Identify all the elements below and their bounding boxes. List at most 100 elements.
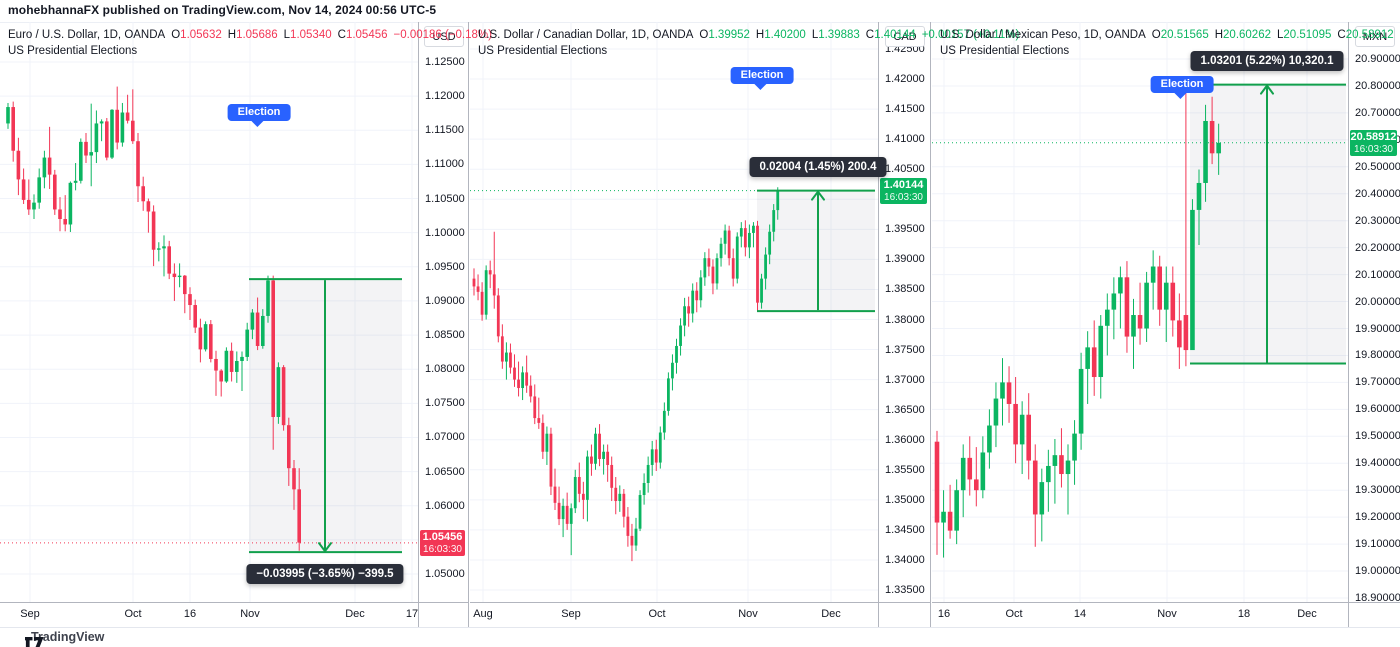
time-tick: 16 (937, 608, 951, 620)
price-tick: 1.39000 (885, 253, 925, 266)
time-tick: Dec (345, 608, 365, 620)
ohlc-letter: C (865, 29, 875, 41)
chart-legend: Euro / U.S. Dollar, 1D, OANDA O1.05632 H1.… (8, 26, 492, 59)
time-tick: Sep (20, 608, 40, 620)
candlestick-chart-USD/CAD[interactable] (470, 22, 878, 602)
price-tick: 19.20000 (1355, 511, 1400, 524)
price-tick: 19.10000 (1355, 538, 1400, 551)
ohlc-letter: L (811, 29, 819, 41)
currency-label[interactable]: MXN (1355, 26, 1395, 47)
candlestick-chart-EUR/USD[interactable] (0, 22, 418, 602)
change-value: +0.00157 (+0.11%) (921, 29, 1020, 41)
ohlc-letter: H (755, 29, 765, 41)
price-tick: 19.70000 (1355, 376, 1400, 389)
price-tick: 1.09500 (425, 260, 465, 273)
price-tick: 19.00000 (1355, 565, 1400, 578)
price-tick: 1.35500 (885, 463, 925, 476)
time-axis-line (0, 602, 468, 603)
price-tick: 20.20000 (1355, 241, 1400, 254)
publish-info-text: mohebhannaFX published on TradingView.co… (8, 3, 437, 17)
price-tick: 1.08000 (425, 363, 465, 376)
price-tick: 1.10500 (425, 192, 465, 205)
candlestick-chart-USD/MXN[interactable] (932, 22, 1348, 602)
symbol-title: U.S. Dollar / Mexican Peso, 1D, OANDA (940, 29, 1146, 41)
ohlc-value: 1.40144 (874, 29, 916, 41)
badge-countdown: 16:03:30 (423, 543, 462, 555)
currency-label[interactable]: CAD (885, 26, 925, 47)
price-scale-axis-line (1348, 22, 1349, 627)
price-tick: 1.07000 (425, 431, 465, 444)
price-tick: 20.30000 (1355, 214, 1400, 227)
measure-tooltip[interactable]: −0.03995 (−3.65%) −399.5 (246, 564, 404, 585)
time-tick: Nov (240, 608, 260, 620)
election-badge[interactable]: Election (227, 104, 291, 121)
price-tick: 20.70000 (1355, 106, 1400, 119)
price-tick: 19.90000 (1355, 322, 1400, 335)
tradingview-logo[interactable]: TradingView (25, 630, 105, 647)
price-tick: 1.09000 (425, 294, 465, 307)
chart-legend: U.S. Dollar / Mexican Peso, 1D, OANDA O20… (940, 26, 1400, 59)
price-tick: 1.06000 (425, 499, 465, 512)
time-tick: Oct (124, 608, 142, 620)
price-tick: 20.40000 (1355, 187, 1400, 200)
price-tick: 1.11000 (425, 158, 464, 171)
chart-subtitle: US Presidential Elections (940, 45, 1070, 57)
price-tick: 20.00000 (1355, 295, 1400, 308)
time-tick: Nov (738, 608, 758, 620)
ohlc-value: 20.51095 (1283, 29, 1332, 41)
ohlc-value: 20.51565 (1160, 29, 1209, 41)
badge-price: 1.40144 (883, 178, 924, 191)
change-value: −0.00186 (−0.18%) (393, 29, 492, 41)
measure-tooltip[interactable]: 1.03201 (5.22%) 10,320.1 (1190, 50, 1344, 71)
price-tick: 1.34000 (885, 553, 925, 566)
ohlc-value: 1.39952 (708, 29, 750, 41)
price-tick: 1.36500 (885, 403, 925, 416)
currency-label[interactable]: USD (424, 26, 464, 47)
ohlc-letter: O (1151, 29, 1161, 41)
price-tick: 1.40500 (885, 163, 925, 176)
election-badge[interactable]: Election (1150, 76, 1214, 93)
price-tick: 1.41500 (885, 103, 925, 116)
price-tick: 1.41000 (885, 133, 925, 146)
price-tick: 1.38500 (885, 283, 925, 296)
time-tick: Dec (821, 608, 841, 620)
price-tick: 1.33500 (885, 584, 925, 596)
time-axis-line (932, 602, 1400, 603)
price-scale-axis-line (878, 22, 879, 627)
price-tick: 19.40000 (1355, 457, 1400, 470)
time-tick: Sep (561, 608, 581, 620)
price-scale-axis-line (418, 22, 419, 627)
publish-info-bar: mohebhannaFX published on TradingView.co… (0, 0, 1400, 23)
price-tick: 1.08500 (425, 329, 465, 342)
ohlc-value: 1.39883 (818, 29, 860, 41)
badge-price: 20.58912 (1350, 130, 1397, 143)
ohlc-letter: L (283, 29, 291, 41)
time-tick: Oct (1005, 608, 1023, 620)
price-tick: 1.06500 (425, 465, 465, 478)
symbol-title: Euro / U.S. Dollar, 1D, OANDA (8, 29, 166, 41)
price-tick: 1.34500 (885, 523, 925, 536)
badge-price: 1.05456 (422, 530, 463, 543)
panel-separator (930, 22, 931, 627)
price-tick: 1.05000 (425, 568, 465, 580)
ohlc-value: 1.05456 (345, 29, 388, 41)
measure-tooltip[interactable]: 0.02004 (1.45%) 200.4 (749, 156, 887, 177)
election-badge[interactable]: Election (730, 67, 794, 84)
time-tick: 18 (1237, 608, 1251, 620)
time-tick: Dec (1297, 608, 1317, 620)
close-price-badge: 1.05456 16:03:30 (420, 529, 465, 556)
ohlc-letter: H (1214, 29, 1224, 41)
ohlc-letter: H (227, 29, 237, 41)
price-tick: 1.39500 (885, 223, 925, 236)
ohlc-letter: O (171, 29, 181, 41)
ohlc-value: 1.05340 (290, 29, 332, 41)
price-tick: 20.80000 (1355, 79, 1400, 92)
price-tick: 1.37500 (885, 343, 925, 356)
badge-countdown: 16:03:30 (1354, 143, 1393, 155)
ohlc-value: 20.60262 (1223, 29, 1271, 41)
close-price-badge: 20.58912 16:03:30 (1350, 129, 1397, 156)
ohlc-letter: O (699, 29, 709, 41)
panel-separator (468, 22, 469, 627)
tradingview-logo-text: TradingView (31, 630, 105, 644)
